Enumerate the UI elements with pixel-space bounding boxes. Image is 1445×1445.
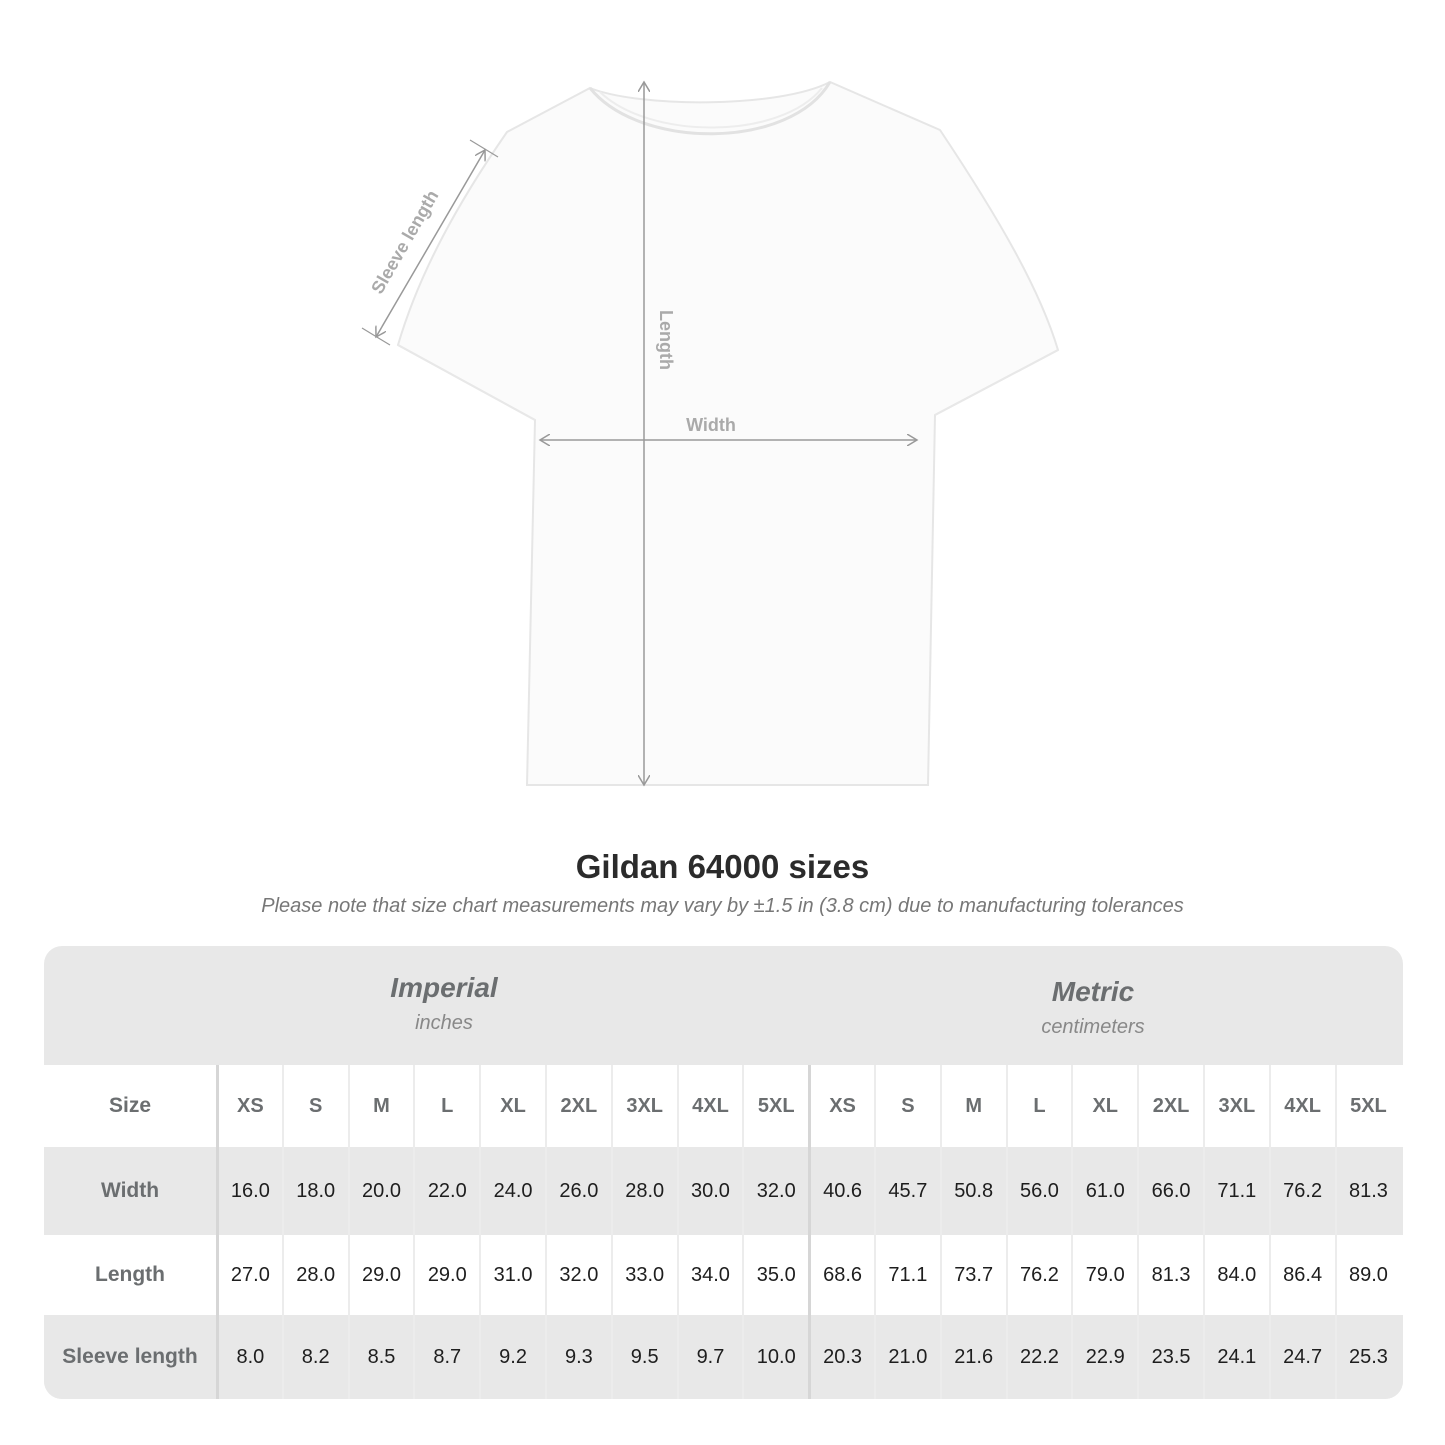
imperial-value-cell: 8.2 [281,1315,348,1399]
imperial-value-cell: 29.0 [413,1235,479,1315]
metric-size-header: 2XL [1137,1065,1203,1147]
metric-value-cell: 20.3 [808,1315,874,1399]
row-label: Sleeve length [62,1345,198,1368]
imperial-size-header: S [281,1065,348,1147]
imperial-value-cell: 31.0 [479,1235,545,1315]
metric-value-cell: 86.4 [1268,1235,1335,1315]
metric-value-cell: 21.0 [873,1315,940,1399]
imperial-value-cell: 29.0 [347,1235,414,1315]
metric-value-cell: 61.0 [1071,1147,1137,1235]
row-label: Width [100,1179,160,1202]
imperial-size-header: L [413,1065,479,1147]
metric-value-cell: 66.0 [1137,1147,1203,1235]
imperial-value-cell: 20.0 [347,1147,414,1235]
metric-value-cell: 76.2 [1268,1147,1335,1235]
metric-value-cell: 21.6 [939,1315,1006,1399]
imperial-size-header: XS [216,1065,282,1147]
metric-value-cell: 23.5 [1137,1315,1203,1399]
metric-size-header: M [939,1065,1006,1147]
metric-value-cell: 50.8 [939,1147,1006,1235]
imperial-value-cell: 16.0 [216,1147,282,1235]
tolerance-note: Please note that size chart measurements… [261,895,1184,917]
size-table: Imperial inches Metric centimeters Size X… [44,946,1403,1399]
imperial-value-cell: 9.5 [610,1315,677,1399]
imperial-value-cell: 28.0 [610,1147,677,1235]
imperial-size-header: 2XL [544,1065,611,1147]
metric-size-header: 3XL [1202,1065,1269,1147]
page-title: Gildan 64000 sizes [575,848,870,885]
imperial-value-cell: 9.2 [479,1315,545,1399]
metric-value-cell: 24.1 [1202,1315,1269,1399]
metric-size-header: L [1005,1065,1072,1147]
metric-value-cell: 25.3 [1334,1315,1401,1399]
table-row: Length 27.0 28.0 29.0 29.0 31.0 32.0 33.0 34.0 35… [44,1235,1403,1315]
metric-value-cell: 68.6 [808,1235,874,1315]
imperial-value-cell: 28.0 [281,1235,348,1315]
row-label: Length [95,1263,165,1286]
imperial-size-header: XL [479,1065,545,1147]
metric-value-cell: 56.0 [1005,1147,1072,1235]
imperial-size-header: 3XL [610,1065,677,1147]
imperial-value-cell: 8.7 [413,1315,479,1399]
imperial-value-cell: 24.0 [479,1147,545,1235]
imperial-value-cell: 9.7 [676,1315,743,1399]
imperial-size-header: 5XL [742,1065,808,1147]
metric-size-header: XL [1071,1065,1137,1147]
imperial-value-cell: 34.0 [676,1235,743,1315]
size-header: Size [108,1094,152,1117]
imperial-size-header: M [347,1065,414,1147]
imperial-value-cell: 22.0 [413,1147,479,1235]
imperial-value-cell: 26.0 [544,1147,611,1235]
length-label: Length [656,310,676,370]
table-header-row: Size XS S M L XL 2XL 3XL 4XL 5XL XS S M L XL 2XL 3XL 4XL 5… [44,1065,1403,1147]
width-label: Width [686,415,736,435]
metric-size-header: XS [808,1065,874,1147]
size-grid: Size XS S M L XL 2XL 3XL 4XL 5XL XS S M L XL 2XL 3XL 4XL 5… [44,1065,1403,1399]
metric-size-header: 5XL [1334,1065,1401,1147]
metric-value-cell: 71.1 [873,1235,940,1315]
imperial-title: Imperial [390,972,498,1003]
imperial-value-cell: 27.0 [216,1235,282,1315]
imperial-value-cell: 10.0 [742,1315,808,1399]
metric-value-cell: 40.6 [808,1147,874,1235]
metric-value-cell: 24.7 [1268,1315,1335,1399]
metric-value-cell: 81.3 [1137,1235,1203,1315]
imperial-unit: inches [415,1012,473,1034]
imperial-value-cell: 8.0 [216,1315,282,1399]
table-row: Width 16.0 18.0 20.0 22.0 24.0 26.0 28.0 30.0 32.… [44,1147,1403,1235]
imperial-value-cell: 8.5 [347,1315,414,1399]
metric-value-cell: 22.2 [1005,1315,1072,1399]
imperial-value-cell: 35.0 [742,1235,808,1315]
imperial-value-cell: 30.0 [676,1147,743,1235]
metric-value-cell: 22.9 [1071,1315,1137,1399]
imperial-value-cell: 18.0 [281,1147,348,1235]
metric-value-cell: 84.0 [1202,1235,1269,1315]
imperial-value-cell: 32.0 [544,1235,611,1315]
metric-value-cell: 76.2 [1005,1235,1072,1315]
metric-value-cell: 89.0 [1334,1235,1401,1315]
metric-value-cell: 81.3 [1334,1147,1401,1235]
metric-header: Metric centimeters [893,976,1293,1039]
metric-size-header: S [873,1065,940,1147]
table-row: Sleeve length 8.0 8.2 8.5 8.7 9.2 9.3 9.5 9.7 10.… [44,1315,1403,1399]
metric-unit: centimeters [1041,1016,1145,1038]
tshirt-illustration: Sleeve length Length Width [361,0,1060,800]
imperial-value-cell: 9.3 [544,1315,611,1399]
metric-value-cell: 73.7 [939,1235,1006,1315]
metric-size-header: 4XL [1268,1065,1335,1147]
imperial-size-header: 4XL [676,1065,743,1147]
metric-value-cell: 71.1 [1202,1147,1269,1235]
sleeve-line [376,150,485,337]
imperial-value-cell: 32.0 [742,1147,808,1235]
metric-title: Metric [1051,976,1135,1007]
imperial-value-cell: 33.0 [610,1235,677,1315]
metric-value-cell: 79.0 [1071,1235,1137,1315]
imperial-header: Imperial inches [244,972,644,1035]
metric-value-cell: 45.7 [873,1147,940,1235]
